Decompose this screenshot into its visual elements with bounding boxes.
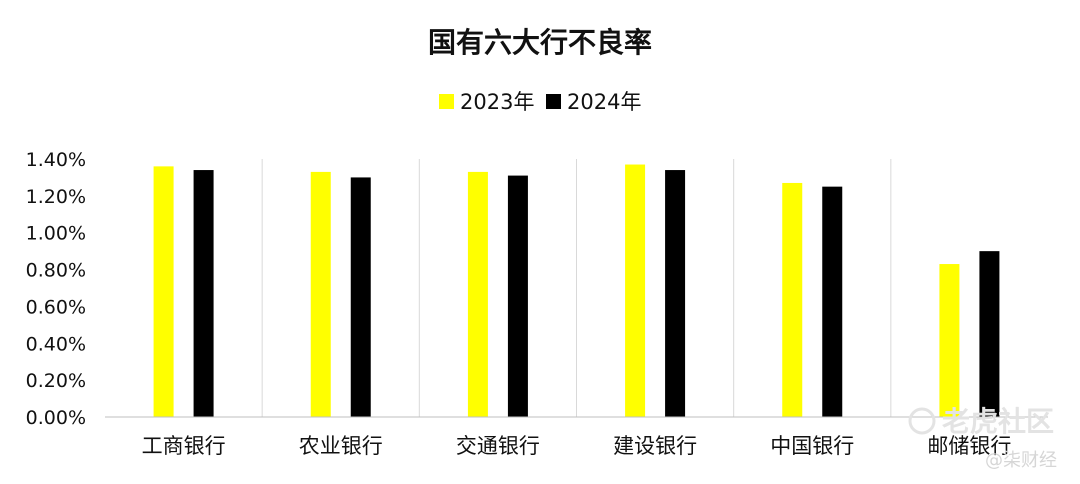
- x-category-label: 建设银行: [613, 434, 697, 458]
- watermark-main: 老虎社区: [942, 405, 1054, 438]
- x-category-label: 中国银行: [770, 434, 854, 458]
- y-tick-label: 0.80%: [26, 260, 86, 282]
- bar-2024年-中国银行: [822, 186, 843, 417]
- x-category-label: 交通银行: [456, 434, 540, 458]
- y-tick-label: 0.40%: [26, 333, 86, 355]
- bar-2024年-邮储银行: [979, 251, 1000, 417]
- bar-2023年-邮储银行: [939, 264, 960, 417]
- watermark-logo-icon: [908, 407, 936, 435]
- y-tick-label: 0.20%: [26, 370, 86, 392]
- legend-label-2023: 2023年: [460, 90, 534, 114]
- x-category-label: 邮储银行: [927, 434, 1011, 458]
- bar-2023年-工商银行: [153, 166, 174, 417]
- x-category-label: 农业银行: [299, 434, 383, 458]
- y-tick-label: 0.00%: [26, 407, 86, 429]
- bar-2023年-农业银行: [310, 171, 331, 417]
- y-tick-label: 1.00%: [26, 223, 86, 245]
- y-tick-label: 1.40%: [26, 149, 86, 171]
- bar-2024年-工商银行: [193, 170, 214, 417]
- legend-swatch-2023: [439, 94, 454, 109]
- bar-2023年-建设银行: [625, 164, 646, 417]
- plot-area: 0.00% 0.20% 0.40% 0.60% 0.80% 1.00% 1.20% 1.40%…: [26, 149, 1048, 458]
- bar-2023年-交通银行: [467, 171, 488, 417]
- bar-2024年-交通银行: [507, 175, 528, 417]
- legend-swatch-2024: [546, 94, 561, 109]
- chart-title: 国有六大行不良率: [428, 26, 652, 59]
- x-category-label: 工商银行: [142, 434, 226, 458]
- legend: 2023年 2024年: [439, 90, 641, 114]
- watermark-sub: @柒财经: [985, 450, 1057, 471]
- bar-2024年-建设银行: [665, 170, 686, 417]
- y-tick-label: 0.60%: [26, 296, 86, 318]
- y-tick-label: 1.20%: [26, 186, 86, 208]
- watermark: 老虎社区 @柒财经: [908, 405, 1057, 471]
- bar-2023年-中国银行: [782, 182, 803, 417]
- legend-label-2024: 2024年: [567, 90, 641, 114]
- bar-2024年-农业银行: [350, 177, 371, 417]
